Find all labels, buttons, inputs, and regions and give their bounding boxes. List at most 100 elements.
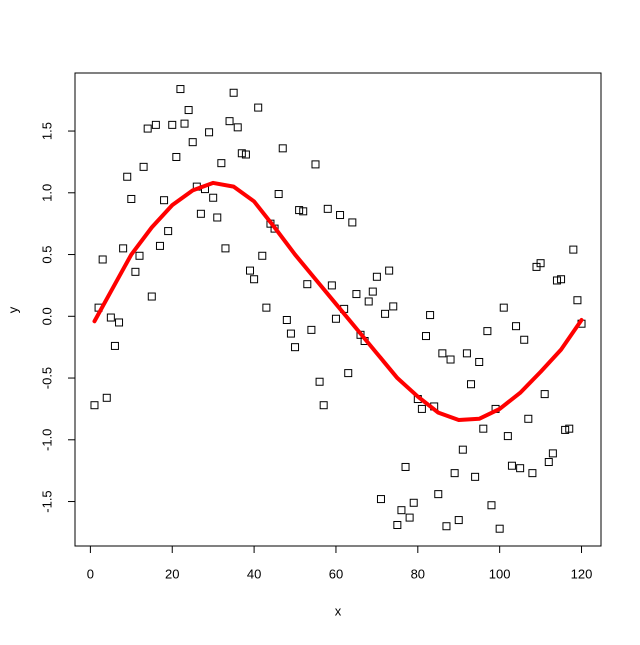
- data-point: [372, 272, 381, 281]
- data-point: [286, 329, 295, 338]
- x-tick-label: 0: [87, 566, 94, 581]
- data-point: [188, 138, 197, 147]
- data-point: [344, 369, 353, 378]
- data-point: [552, 276, 561, 285]
- y-tick-label: 0.5: [39, 246, 54, 264]
- smooth-line: [92, 180, 584, 423]
- x-tick-label: 20: [165, 566, 179, 581]
- data-point: [209, 193, 218, 202]
- data-point: [168, 120, 177, 129]
- data-point: [303, 280, 312, 289]
- data-point: [123, 172, 132, 181]
- data-point: [548, 449, 557, 458]
- data-point: [561, 425, 570, 434]
- data-point: [307, 325, 316, 334]
- data-point: [331, 314, 340, 323]
- y-axis-label: y: [5, 306, 20, 313]
- data-point: [495, 524, 504, 533]
- data-point: [184, 106, 193, 115]
- data-point: [176, 85, 185, 94]
- data-point: [131, 267, 140, 276]
- data-point: [250, 275, 259, 284]
- data-point: [180, 119, 189, 128]
- data-point: [507, 461, 516, 470]
- y-tick-label: 1.0: [39, 184, 54, 202]
- data-point: [348, 218, 357, 227]
- data-point: [327, 281, 336, 290]
- data-point: [352, 290, 361, 299]
- data-point: [450, 469, 459, 478]
- data-point: [446, 355, 455, 364]
- data-point: [254, 103, 263, 112]
- data-point: [540, 390, 549, 399]
- y-tick-label: 1.5: [39, 122, 54, 140]
- data-point: [102, 393, 111, 402]
- data-point: [233, 123, 242, 132]
- data-point: [315, 377, 324, 386]
- y-tick-label: -0.5: [39, 367, 54, 389]
- data-point: [401, 462, 410, 471]
- data-point: [528, 469, 537, 478]
- data-point: [323, 204, 332, 213]
- data-point: [381, 309, 390, 318]
- data-point: [90, 401, 99, 410]
- data-point: [299, 207, 308, 216]
- x-tick-label: 80: [411, 566, 425, 581]
- x-tick-label: 60: [329, 566, 343, 581]
- data-point: [115, 318, 124, 327]
- data-point: [278, 144, 287, 153]
- data-point: [499, 303, 508, 312]
- y-tick-label: -1.0: [39, 429, 54, 451]
- data-point: [536, 259, 545, 268]
- data-point: [282, 315, 291, 324]
- data-point: [467, 380, 476, 389]
- data-point: [262, 303, 271, 312]
- data-point: [225, 117, 234, 126]
- data-point: [217, 159, 226, 168]
- data-point: [139, 162, 148, 171]
- data-point: [426, 311, 435, 320]
- data-point: [483, 327, 492, 336]
- data-point: [475, 357, 484, 366]
- data-point: [155, 241, 164, 250]
- data-point: [503, 432, 512, 441]
- data-point: [336, 211, 345, 220]
- data-point: [205, 128, 214, 137]
- x-tick-label: 100: [489, 566, 511, 581]
- data-point: [241, 150, 250, 159]
- data-point: [393, 521, 402, 530]
- data-point: [221, 244, 230, 253]
- data-point: [110, 341, 119, 350]
- y-tick-label: -1.5: [39, 490, 54, 512]
- data-point: [569, 245, 578, 254]
- data-point: [442, 522, 451, 531]
- data-point: [409, 498, 418, 507]
- data-point: [516, 464, 525, 473]
- data-point: [454, 516, 463, 525]
- data-point: [160, 196, 169, 205]
- data-point: [458, 445, 467, 454]
- data-point: [106, 313, 115, 322]
- data-point: [213, 213, 222, 222]
- data-point: [147, 292, 156, 301]
- data-point: [487, 501, 496, 510]
- data-point: [520, 335, 529, 344]
- data-point: [229, 88, 238, 97]
- data-point: [311, 160, 320, 169]
- data-point: [237, 149, 246, 158]
- data-point: [479, 424, 488, 433]
- data-point: [143, 124, 152, 133]
- data-point: [434, 490, 443, 499]
- data-point: [438, 349, 447, 358]
- data-point: [319, 401, 328, 410]
- data-point: [389, 302, 398, 311]
- data-point: [385, 266, 394, 275]
- data-point: [421, 332, 430, 341]
- data-point: [295, 206, 304, 215]
- data-point: [368, 287, 377, 296]
- data-point: [364, 297, 373, 306]
- data-point: [274, 190, 283, 199]
- data-point: [462, 349, 471, 358]
- data-point: [258, 251, 267, 260]
